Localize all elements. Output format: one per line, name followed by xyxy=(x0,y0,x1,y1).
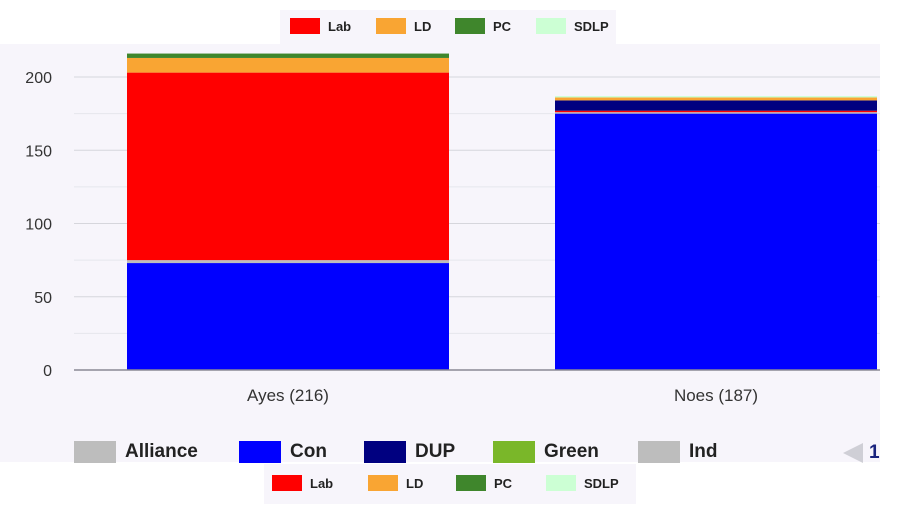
legend-label: Green xyxy=(544,441,599,462)
legend-bottom: Lab LD PC SDLP xyxy=(264,464,636,504)
bar-segment-ld[interactable] xyxy=(127,57,449,73)
bar-segment-ind[interactable] xyxy=(127,260,449,264)
legend-swatch xyxy=(74,441,116,463)
legend-label: PC xyxy=(493,18,512,34)
legend-swatch xyxy=(638,441,680,463)
legend-swatch xyxy=(546,475,576,491)
legend-item-green[interactable]: Green xyxy=(493,441,599,463)
legend-label: Con xyxy=(290,441,327,462)
bar-segment-dup[interactable] xyxy=(555,100,877,111)
category-label: Noes (187) xyxy=(674,386,758,405)
legend-label: Lab xyxy=(328,18,352,34)
legend-page-number: 1 xyxy=(869,442,880,463)
legend-label: Ind xyxy=(689,441,718,462)
legend-label: DUP xyxy=(415,441,456,462)
legend-label: LD xyxy=(414,18,432,34)
legend-swatch xyxy=(364,441,406,463)
legend-swatch xyxy=(493,441,535,463)
legend-swatch xyxy=(272,475,302,491)
legend-top-item-ld[interactable]: LD xyxy=(376,18,431,34)
y-tick-label: 100 xyxy=(25,217,52,234)
legend-label: Lab xyxy=(310,475,334,491)
legend-top: Lab LD PC SDLP xyxy=(280,10,616,46)
legend-label: SDLP xyxy=(574,18,609,34)
legend-bottom-item-pc[interactable]: PC xyxy=(456,475,512,491)
legend-swatch xyxy=(456,475,486,491)
legend-label: Alliance xyxy=(125,441,198,462)
y-tick-label: 150 xyxy=(25,143,52,160)
legend-top-item-sdlp[interactable]: SDLP xyxy=(536,18,609,34)
y-tick-label: 50 xyxy=(34,290,52,307)
legend-top-item-lab[interactable]: Lab xyxy=(290,18,351,34)
legend-item-dup[interactable]: DUP xyxy=(364,441,455,463)
legend-bottom-item-sdlp[interactable]: SDLP xyxy=(546,475,619,491)
bar-segment-ind[interactable] xyxy=(555,112,877,114)
y-tick-label: 0 xyxy=(43,363,52,380)
bar-segment-lab[interactable] xyxy=(127,72,449,261)
legend-swatch xyxy=(368,475,398,491)
legend-swatch xyxy=(376,18,406,34)
legend-bottom-item-ld[interactable]: LD xyxy=(368,475,423,491)
bar-segment-pc[interactable] xyxy=(127,53,449,58)
legend-pager[interactable]: 1 xyxy=(843,440,880,466)
legend-swatch xyxy=(290,18,320,34)
legend-main: Alliance Con DUP Green Ind xyxy=(0,432,880,463)
legend-top-item-pc[interactable]: PC xyxy=(455,18,511,34)
legend-label: SDLP xyxy=(584,475,619,491)
legend-bottom-item-lab[interactable]: Lab xyxy=(272,475,333,491)
bar-segment-lab[interactable] xyxy=(555,110,877,113)
legend-prev-arrow-icon[interactable] xyxy=(843,443,863,463)
bar-segment-sdlp[interactable] xyxy=(555,96,877,98)
y-tick-label: 200 xyxy=(25,70,52,87)
legend-label: LD xyxy=(406,475,424,491)
legend-item-ind[interactable]: Ind xyxy=(638,441,718,463)
legend-item-con[interactable]: Con xyxy=(239,441,327,463)
bar-segment-con[interactable] xyxy=(127,263,449,370)
legend-label: PC xyxy=(494,475,513,491)
bar-segment-ld[interactable] xyxy=(555,97,877,101)
legend-swatch xyxy=(239,441,281,463)
legend-item-alliance[interactable]: Alliance xyxy=(74,441,198,463)
bar-segment-con[interactable] xyxy=(555,113,877,370)
legend-swatch xyxy=(536,18,566,34)
category-label: Ayes (216) xyxy=(247,386,329,405)
legend-swatch xyxy=(455,18,485,34)
